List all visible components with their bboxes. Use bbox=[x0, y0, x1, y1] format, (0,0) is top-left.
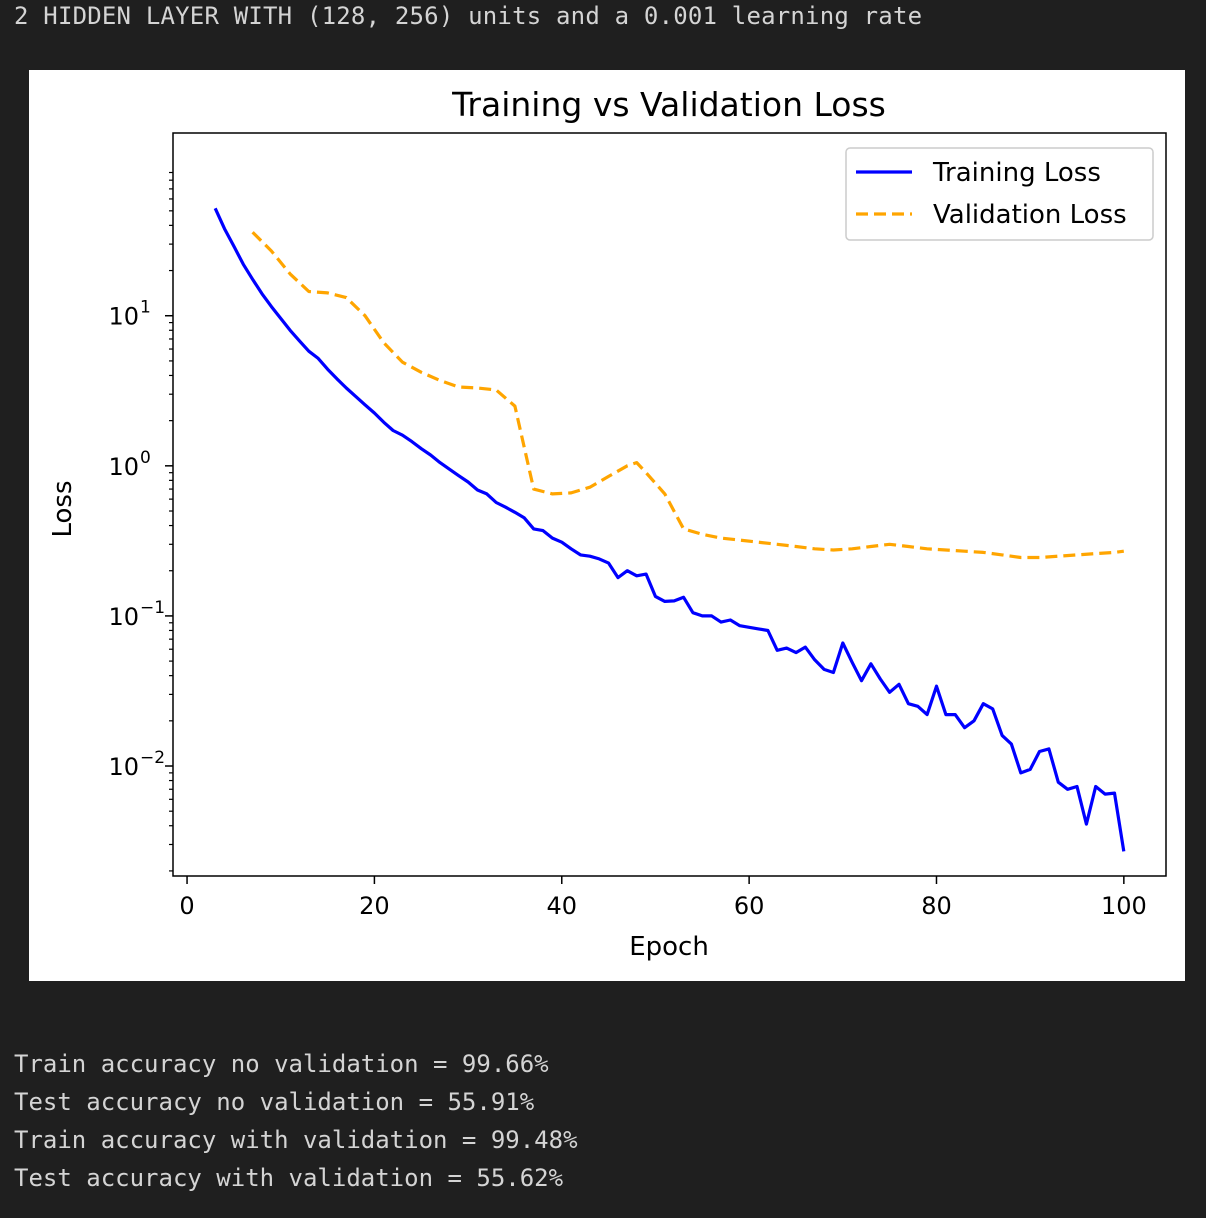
output-line-train-no-validation: Train accuracy no validation = 99.66% bbox=[14, 1050, 549, 1078]
x-tick-label: 100 bbox=[1101, 892, 1147, 920]
legend-validation-label: Validation Loss bbox=[933, 200, 1127, 230]
chart-title: Training vs Validation Loss bbox=[451, 85, 886, 124]
x-tick-label: 80 bbox=[921, 892, 952, 920]
output-line-train-with-validation: Train accuracy with validation = 99.48% bbox=[14, 1126, 578, 1154]
x-axis-label: Epoch bbox=[629, 932, 709, 962]
y-tick-exponent: −1 bbox=[140, 598, 165, 618]
y-tick-label: 10 bbox=[108, 753, 139, 781]
y-tick-label: 10 bbox=[108, 603, 139, 631]
legend: Training Loss Validation Loss bbox=[845, 147, 1154, 241]
y-tick-label: 10 bbox=[108, 303, 139, 331]
x-tick-label: 60 bbox=[734, 892, 765, 920]
y-axis-label: Loss bbox=[48, 480, 78, 537]
loss-chart-figure: Training vs Validation Loss Epoch Loss 1… bbox=[29, 70, 1185, 981]
validation-loss-line bbox=[251, 231, 1125, 560]
y-tick-exponent: 0 bbox=[140, 448, 151, 468]
output-line-test-with-validation: Test accuracy with validation = 55.62% bbox=[14, 1164, 564, 1192]
x-tick-label: 0 bbox=[179, 892, 194, 920]
legend-box bbox=[845, 147, 1154, 241]
x-tick-label: 40 bbox=[546, 892, 577, 920]
legend-training-label: Training Loss bbox=[932, 158, 1101, 188]
training-loss-line bbox=[213, 207, 1126, 852]
output-text: Train accuracy no validation = 99.66% Te… bbox=[14, 1045, 578, 1197]
y-tick-label: 10 bbox=[108, 453, 139, 481]
plot-frame bbox=[172, 132, 1167, 877]
y-tick-exponent: −2 bbox=[140, 748, 165, 768]
x-tick-label: 20 bbox=[359, 892, 390, 920]
output-line-test-no-validation: Test accuracy no validation = 55.91% bbox=[14, 1088, 535, 1116]
y-tick-exponent: 1 bbox=[140, 298, 151, 318]
cell-header-text: 2 HIDDEN LAYER WITH (128, 256) units and… bbox=[14, 2, 923, 30]
loss-chart: Training vs Validation Loss Epoch Loss 1… bbox=[48, 85, 1167, 962]
